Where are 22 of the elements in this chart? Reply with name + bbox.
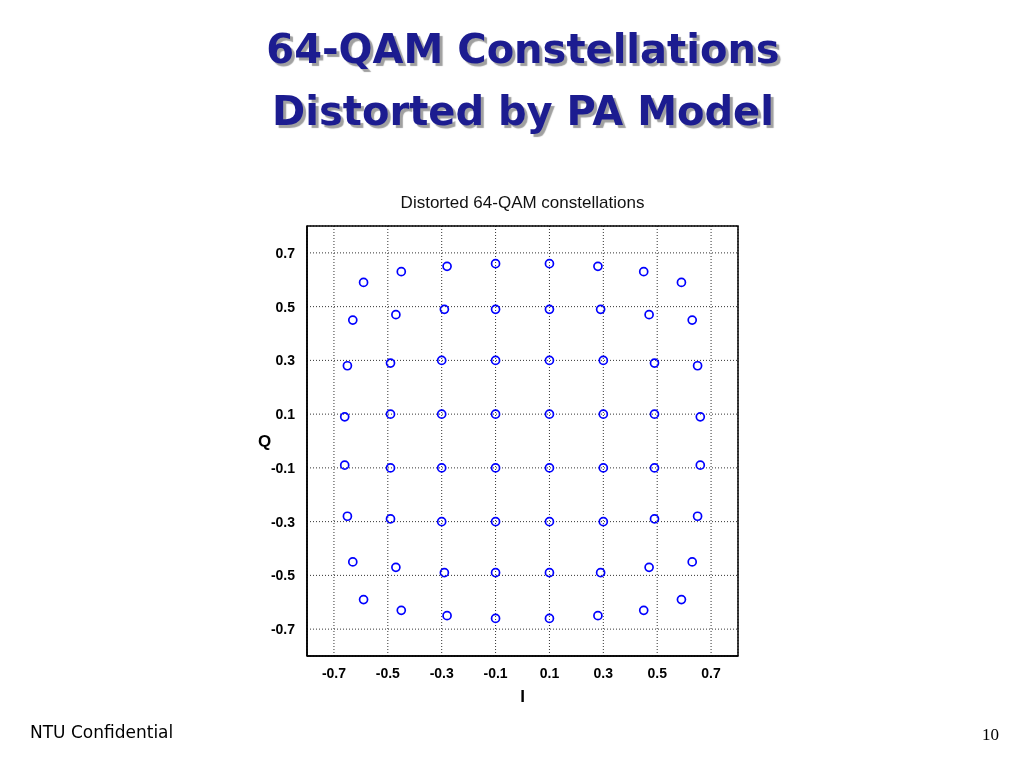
- y-tick-label: 0.3: [275, 352, 296, 369]
- chart-title: 64-QAM Constellations Distorted by PA Model: [265, 25, 781, 136]
- y-tick-label: -0.3: [270, 513, 296, 530]
- y-tick-label: -0.1: [270, 459, 296, 476]
- x-tick-label: 0.3: [593, 664, 614, 681]
- text: NTU Confidential: [30, 722, 174, 742]
- x-tick-label: 0.5: [647, 664, 668, 681]
- y-tick-label: 0.1: [275, 406, 296, 423]
- x-tick-label: -0.5: [375, 664, 401, 681]
- y-axis-title: Q: [258, 432, 272, 452]
- text: 10: [982, 725, 999, 745]
- x-tick-label: -0.7: [321, 664, 347, 681]
- y-tick-label: 0.7: [275, 244, 296, 261]
- chart-subtitle: Distorted 64-QAM constellations: [399, 193, 646, 213]
- x-tick-label: -0.1: [483, 664, 508, 681]
- x-axis-title: I: [520, 687, 525, 706]
- y-tick-label: 0.5: [275, 298, 296, 315]
- x-tick-label: 0.1: [539, 664, 560, 681]
- y-tick-label: -0.5: [270, 567, 296, 584]
- x-tick-label: -0.3: [429, 664, 454, 681]
- x-tick-label: 0.7: [701, 664, 721, 681]
- y-tick-label: -0.7: [270, 621, 296, 638]
